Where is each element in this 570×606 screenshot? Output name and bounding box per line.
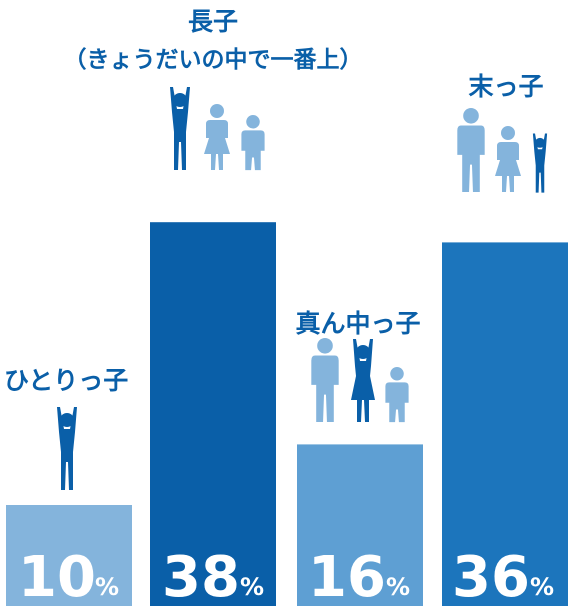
value-unit-only-child: %: [95, 573, 119, 601]
category-labels: ひとりっ子 長子 （きょうだいの中で一番上） 真ん中っ子 末っ子: [4, 7, 544, 395]
value-label-youngest: 36: [452, 545, 530, 606]
category-label-only-child: ひとりっ子: [4, 366, 128, 395]
bar-only-child: [6, 505, 132, 606]
value-unit-eldest: %: [240, 573, 264, 601]
category-label-youngest: 末っ子: [468, 72, 543, 101]
value-unit-middle: %: [386, 573, 410, 601]
figure-group-eldest: [170, 87, 265, 171]
bar-group-youngest: [442, 242, 568, 606]
value-label-eldest: 38: [162, 545, 240, 606]
boy-icon: [385, 366, 409, 423]
girl-arms-up-icon: [351, 339, 375, 422]
value-label-middle: 16: [308, 545, 386, 606]
value-label-only-child: 10: [18, 545, 96, 606]
category-label-eldest: 長子: [188, 7, 238, 36]
bar-group-only-child: [6, 505, 132, 606]
category-sublabel-eldest: （きょうだいの中で一番上）: [64, 46, 363, 73]
girl-icon: [495, 126, 521, 192]
adult-icon: [311, 337, 339, 423]
child-arms-up-icon: [170, 87, 190, 170]
bar-group-eldest: [150, 222, 276, 606]
adult-icon: [457, 107, 485, 193]
boy-icon: [241, 114, 265, 171]
category-label-middle: 真ん中っ子: [295, 309, 420, 338]
bars-layer: [6, 222, 568, 606]
bar-eldest: [150, 222, 276, 606]
figure-group-middle: [311, 337, 409, 423]
figure-group-only-child: [57, 407, 77, 490]
child-arms-up-icon: [57, 407, 77, 490]
bar-group-middle: [297, 444, 423, 606]
figure-group-youngest: [457, 107, 548, 193]
bar-youngest: [442, 242, 568, 606]
child-arms-up-icon: [532, 133, 548, 193]
bar-middle: [297, 444, 423, 606]
girl-icon: [204, 104, 230, 170]
value-unit-youngest: %: [530, 573, 554, 601]
value-labels: 10 % 38 % 16 % 36 %: [18, 545, 554, 606]
